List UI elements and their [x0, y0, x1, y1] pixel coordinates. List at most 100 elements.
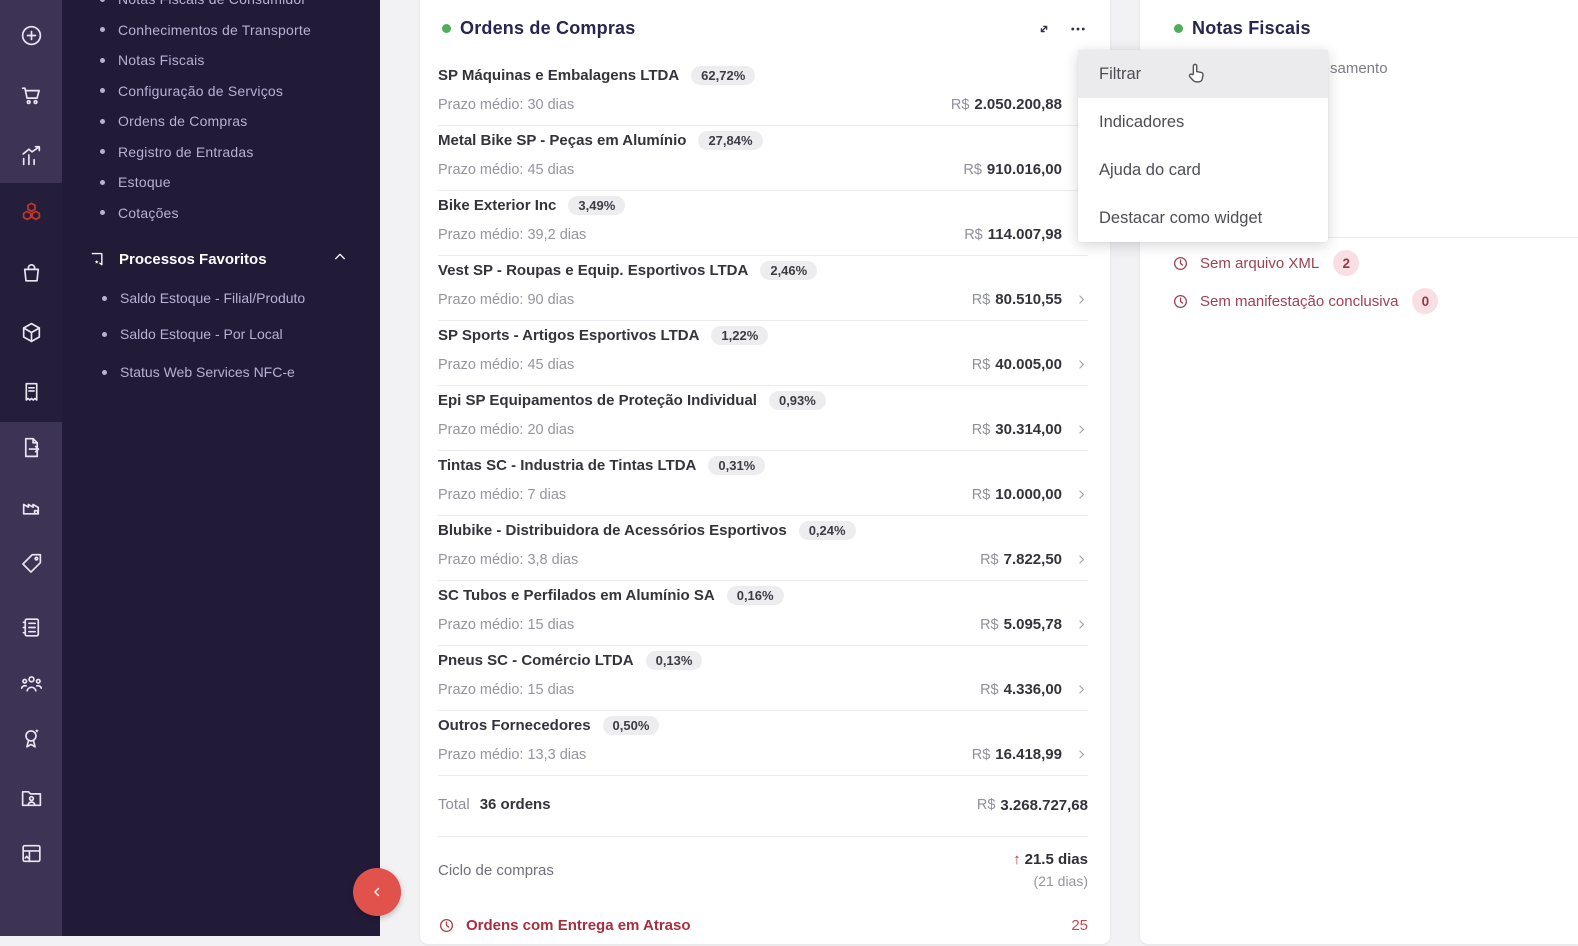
- people-group-icon[interactable]: [0, 670, 62, 696]
- chevron-right-icon[interactable]: [1075, 618, 1088, 631]
- folder-user-icon[interactable]: [0, 784, 62, 810]
- bookmark-star-icon: [88, 250, 107, 269]
- currency-prefix: R$: [964, 226, 983, 243]
- alert-sem-arquivo-xml[interactable]: Sem arquivo XML 2: [1172, 250, 1558, 276]
- chart-trending-icon[interactable]: [0, 142, 62, 168]
- basket-icon[interactable]: [0, 259, 62, 285]
- invoices-card-title: Notas Fiscais: [1192, 18, 1311, 38]
- award-icon[interactable]: [0, 725, 62, 751]
- status-dot-green: [442, 24, 451, 33]
- sidebar-item-conhecimentos-transporte[interactable]: Conhecimentos de Transporte: [100, 15, 370, 46]
- factory-icon[interactable]: [0, 492, 62, 518]
- favorite-item-saldo-por-local[interactable]: Saldo Estoque - Por Local: [102, 324, 322, 345]
- supplier-share-badge: 2,46%: [760, 260, 818, 280]
- chevron-right-icon[interactable]: [1075, 488, 1088, 501]
- sidebar-item-ordens-compras[interactable]: Ordens de Compras: [100, 106, 370, 137]
- file-export-icon[interactable]: [0, 434, 62, 460]
- icon-rail-active-section: [0, 183, 62, 422]
- supplier-row[interactable]: Epi SP Equipamentos de Proteção Individu…: [438, 386, 1088, 451]
- alert-sem-manifestacao[interactable]: Sem manifestação conclusiva 0: [1172, 288, 1558, 314]
- supplier-row[interactable]: SP Máquinas e Embalagens LTDA 62,72% Praz…: [438, 61, 1088, 126]
- tag-icon[interactable]: [0, 550, 62, 576]
- late-orders-count: 25: [1071, 917, 1088, 934]
- invoices-card-header: Notas Fiscais: [1140, 0, 1578, 39]
- expand-card-icon[interactable]: [1034, 19, 1054, 39]
- cubes-icon[interactable]: [0, 199, 62, 225]
- notebook-icon[interactable]: [0, 614, 62, 640]
- supplier-term: Prazo médio: 90 dias: [438, 291, 575, 308]
- supplier-name: Blubike - Distribuidora de Acessórios Es…: [438, 521, 787, 539]
- currency-prefix: R$: [971, 746, 991, 763]
- favorites-section-header[interactable]: Processos Favoritos: [88, 244, 348, 274]
- chevron-right-icon[interactable]: [1075, 683, 1088, 696]
- chevron-right-icon[interactable]: [1075, 553, 1088, 566]
- supplier-row[interactable]: Bike Exterior Inc 3,49% Prazo médio: 39,2…: [438, 191, 1088, 256]
- receipt-icon[interactable]: [0, 379, 62, 405]
- menu-item-destacar-como-widget[interactable]: Destacar como widget: [1099, 208, 1263, 227]
- card-options-icon[interactable]: [1068, 19, 1088, 39]
- supplier-row[interactable]: Outros Fornecedores 0,50% Prazo médio: 13…: [438, 711, 1088, 776]
- menu-item-indicadores[interactable]: Indicadores: [1099, 112, 1185, 131]
- card-options-menu: Filtrar Indicadores Ajuda do card Destac…: [1078, 50, 1328, 242]
- supplier-row[interactable]: Blubike - Distribuidora de Acessórios Es…: [438, 516, 1088, 581]
- chevron-right-icon[interactable]: [1075, 423, 1088, 436]
- sidebar-menu-list: Notas Fiscais de Consumidor Conhecimento…: [62, 0, 380, 228]
- collapse-sidebar-button[interactable]: [353, 868, 401, 916]
- currency-prefix: R$: [971, 486, 991, 503]
- sidebar-item-registro-entradas[interactable]: Registro de Entradas: [100, 137, 370, 168]
- chevron-right-icon[interactable]: [1075, 748, 1088, 761]
- supplier-share-badge: 1,22%: [711, 325, 769, 345]
- dashboard-window-icon[interactable]: [0, 840, 62, 866]
- status-dot-green: [1174, 24, 1183, 33]
- supplier-row[interactable]: SC Tubos e Perfilados em Alumínio SA 0,16…: [438, 581, 1088, 646]
- late-orders-row[interactable]: Ordens com Entrega em Atraso 25: [438, 905, 1088, 946]
- sidebar-item-configuracao-servicos[interactable]: Configuração de Serviços: [100, 76, 370, 107]
- chevron-right-icon[interactable]: [1075, 293, 1088, 306]
- favorite-item-status-nfce[interactable]: Status Web Services NFC-e: [102, 362, 322, 383]
- supplier-row[interactable]: Metal Bike SP - Peças em Alumínio 27,84% …: [438, 126, 1088, 191]
- supplier-term: Prazo médio: 45 dias: [438, 356, 575, 373]
- purchase-cycle-row: Ciclo de compras ↑ 21.5 dias (21 dias): [438, 837, 1088, 899]
- supplier-term: Prazo médio: 13,3 dias: [438, 746, 587, 763]
- supplier-term: Prazo médio: 45 dias: [438, 161, 575, 178]
- icon-rail: [0, 0, 62, 936]
- currency-prefix: R$: [976, 797, 996, 813]
- sidebar-item-notas-fiscais[interactable]: Notas Fiscais: [100, 45, 370, 76]
- sidebar-item-notas-fiscais-consumidor[interactable]: Notas Fiscais de Consumidor: [100, 0, 370, 15]
- supplier-name: Outros Fornecedores: [438, 716, 591, 734]
- supplier-name: Metal Bike SP - Peças em Alumínio: [438, 131, 687, 149]
- currency-prefix: R$: [971, 421, 991, 438]
- supplier-name: Tintas SC - Industria de Tintas LTDA: [438, 456, 697, 474]
- supplier-row[interactable]: Pneus SC - Comércio LTDA 0,13% Prazo médi…: [438, 646, 1088, 711]
- orders-card: Ordens de Compras SP Máquinas e Embalage…: [420, 0, 1110, 944]
- supplier-term: Prazo médio: 30 dias: [438, 96, 575, 113]
- favorite-item-saldo-filial-produto[interactable]: Saldo Estoque - Filial/Produto: [102, 288, 322, 309]
- supplier-amount: 30.314,00: [995, 421, 1062, 438]
- shopping-cart-icon[interactable]: [0, 82, 62, 108]
- currency-prefix: R$: [950, 96, 970, 113]
- supplier-row[interactable]: SP Sports - Artigos Esportivos LTDA 1,22%…: [438, 321, 1088, 386]
- supplier-name: SP Máquinas e Embalagens LTDA: [438, 66, 680, 84]
- menu-item-ajuda-do-card[interactable]: Ajuda do card: [1099, 160, 1201, 179]
- alert-count-badge: 0: [1412, 288, 1439, 314]
- supplier-row[interactable]: Vest SP - Roupas e Equip. Esportivos LTD…: [438, 256, 1088, 321]
- supplier-share-badge: 0,50%: [602, 715, 660, 735]
- total-amount: 3.268.727,68: [1000, 796, 1088, 814]
- total-label: Total: [438, 796, 470, 813]
- supplier-amount: 4.336,00: [1003, 681, 1062, 698]
- supplier-term: Prazo médio: 39,2 dias: [438, 226, 587, 243]
- currency-prefix: R$: [971, 356, 991, 373]
- supplier-term: Prazo médio: 15 dias: [438, 616, 575, 633]
- divider: [1164, 237, 1578, 238]
- chevron-up-icon[interactable]: [332, 249, 348, 269]
- arrow-up-icon: ↑: [1013, 851, 1021, 868]
- chevron-right-icon[interactable]: [1075, 358, 1088, 371]
- supplier-row[interactable]: Tintas SC - Industria de Tintas LTDA 0,31…: [438, 451, 1088, 516]
- menu-item-filtrar[interactable]: Filtrar: [1078, 50, 1328, 98]
- sidebar-item-estoque[interactable]: Estoque: [100, 167, 370, 198]
- package-icon[interactable]: [0, 319, 62, 345]
- sidebar-item-cotacoes[interactable]: Cotações: [100, 198, 370, 229]
- supplier-name: SC Tubos e Perfilados em Alumínio SA: [438, 586, 715, 604]
- plus-circle-icon[interactable]: [0, 22, 62, 48]
